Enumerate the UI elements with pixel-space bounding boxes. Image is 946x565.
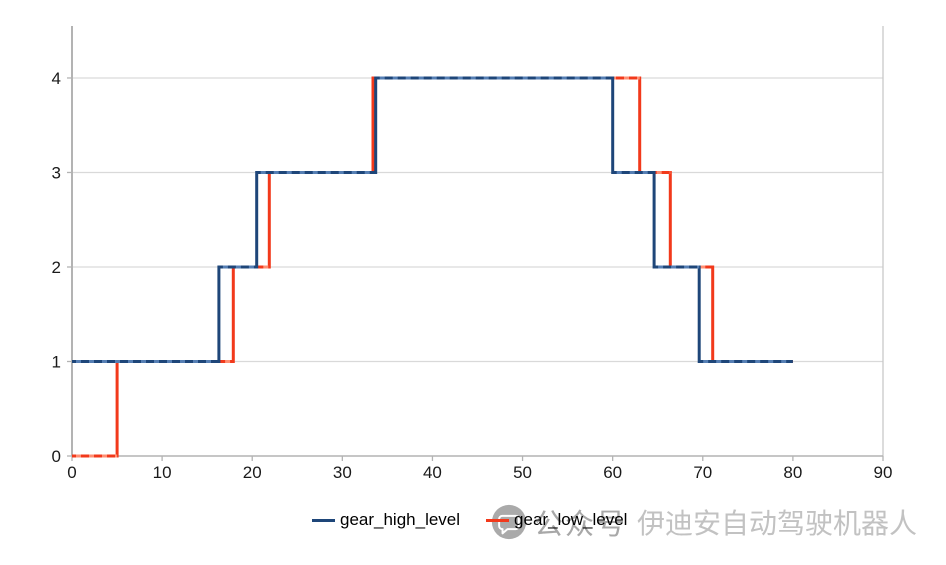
x-tick-label: 20 [243, 463, 262, 482]
x-tick-label: 30 [333, 463, 352, 482]
x-tick-label: 0 [67, 463, 76, 482]
legend-item-gear_low_level: gear_low_level [486, 509, 627, 531]
series-dash-overlay-gear_high_level [72, 76, 793, 363]
watermark: 公众号 伊迪安自动驾驶机器人 [490, 499, 917, 545]
watermark-brand-text: 伊迪安自动驾驶机器人 [637, 508, 918, 539]
chart-legend: gear_high_level gear_low_level [312, 509, 627, 531]
legend-line-sample [312, 518, 335, 522]
series-line-gear_high_level [72, 76, 793, 363]
legend-item-label: gear_high_level [340, 510, 461, 529]
x-tick-label: 70 [693, 463, 712, 482]
legend-item-gear_high_level: gear_high_level [312, 509, 460, 531]
y-tick-label: 3 [52, 163, 61, 182]
legend-item-label: gear_low_level [514, 510, 628, 529]
x-tick-label: 80 [783, 463, 802, 482]
y-tick-label: 0 [52, 447, 61, 466]
x-tick-label: 40 [423, 463, 442, 482]
watermark-account-label: 公众号 [534, 509, 628, 541]
x-tick-label: 50 [513, 463, 532, 482]
x-tick-label: 90 [874, 463, 893, 482]
legend-line-sample [486, 518, 510, 522]
x-tick-label: 60 [603, 463, 622, 482]
y-tick-label: 1 [52, 352, 61, 371]
y-tick-label: 2 [52, 258, 61, 277]
y-tick-label: 4 [52, 69, 61, 88]
x-tick-label: 10 [153, 463, 172, 482]
